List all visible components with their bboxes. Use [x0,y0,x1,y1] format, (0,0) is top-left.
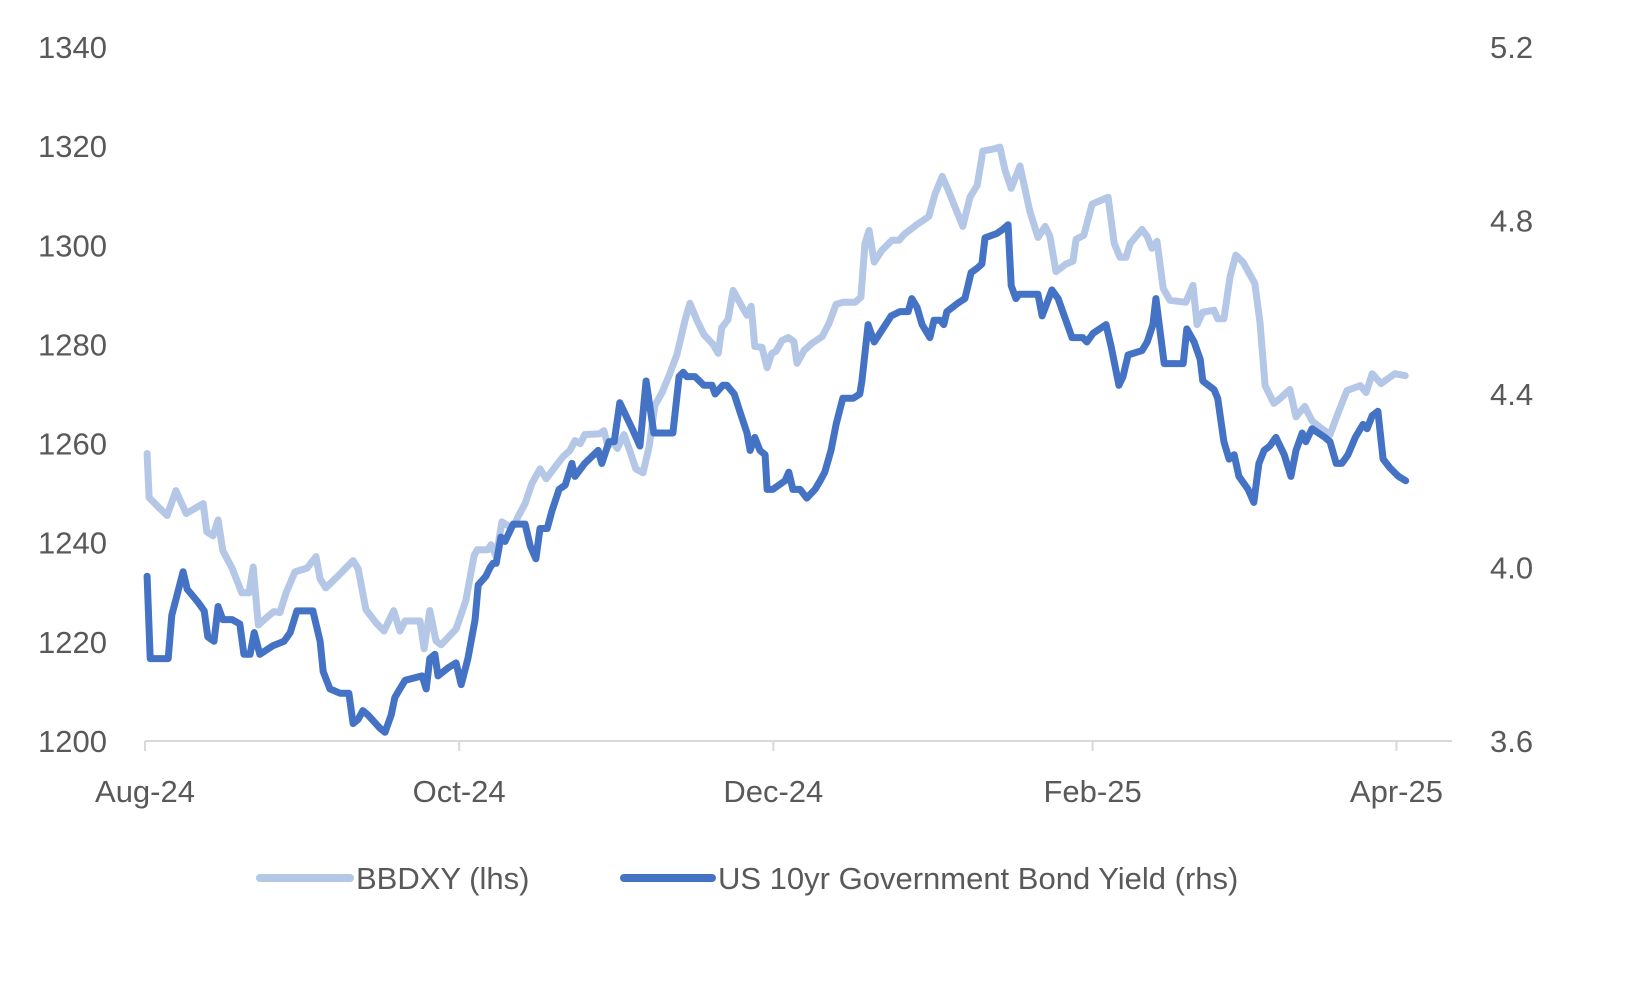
x-tick-label: Dec-24 [723,774,823,809]
legend-label-us10y: US 10yr Government Bond Yield (rhs) [718,861,1238,896]
x-tick-label: Feb-25 [1043,774,1141,809]
left-y-tick-label: 1340 [38,30,107,65]
left-y-tick-label: 1280 [38,327,107,362]
left-y-tick-label: 1240 [38,526,107,561]
left-y-tick-label: 1300 [38,228,107,263]
right-y-tick-label: 4.0 [1490,551,1533,586]
series-group [143,143,1410,736]
left-y-axis: 1200 1220 1240 1260 1280 1300 1320 1340 [38,30,107,759]
legend: BBDXY (lhs) US 10yr Government Bond Yiel… [256,861,1238,896]
right-y-axis: 3.6 4.0 4.4 4.8 5.2 [1490,30,1533,759]
left-y-tick-label: 1320 [38,129,107,164]
right-y-tick-label: 5.2 [1490,30,1533,65]
legend-label-bbdxy: BBDXY (lhs) [356,861,529,896]
x-tick-label: Aug-24 [95,774,195,809]
x-tick-label: Oct-24 [413,774,506,809]
left-y-tick-label: 1220 [38,625,107,660]
right-y-tick-label: 4.4 [1490,377,1533,412]
series-line-us10y [143,221,1410,736]
left-y-tick-label: 1200 [38,724,107,759]
series-line-bbdxy [143,143,1409,653]
right-y-tick-label: 4.8 [1490,204,1533,239]
left-y-tick-label: 1260 [38,427,107,462]
x-axis-ticks: Aug-24 Oct-24 Dec-24 Feb-25 Apr-25 [95,741,1443,809]
x-tick-label: Apr-25 [1350,774,1443,809]
right-y-tick-label: 3.6 [1490,724,1533,759]
